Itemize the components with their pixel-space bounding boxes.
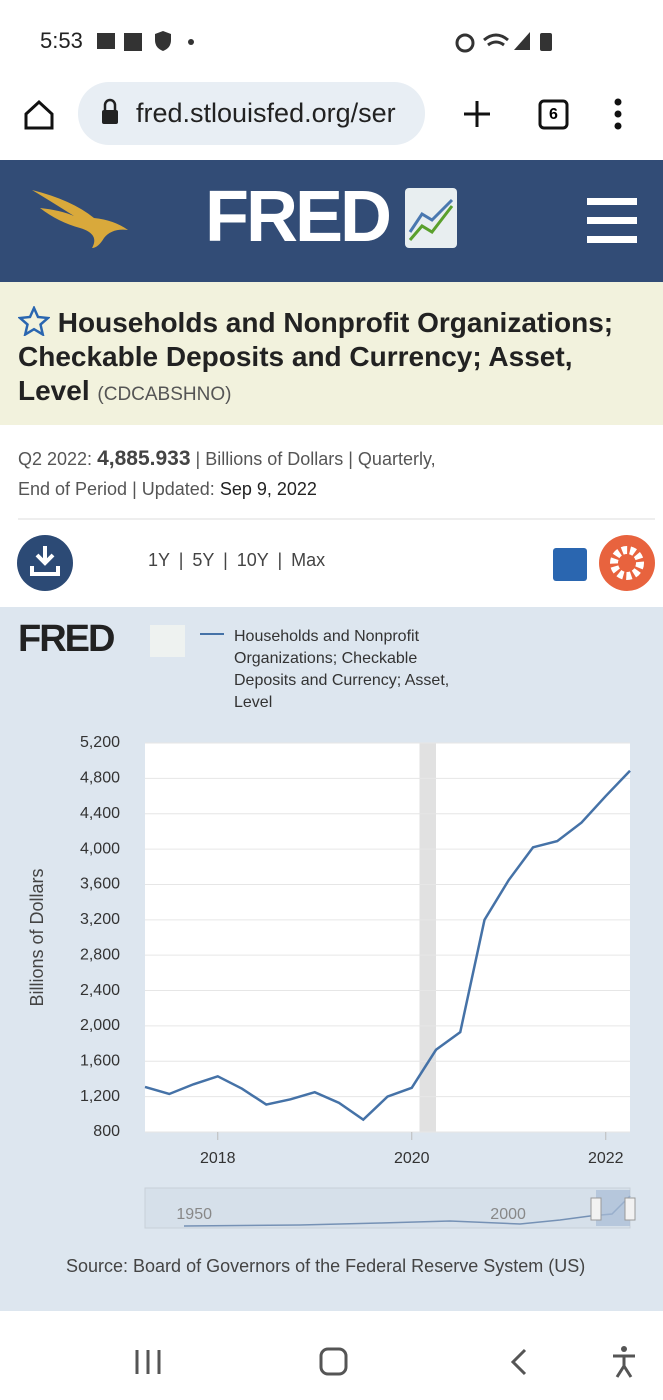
y-axis-label: Billions of Dollars xyxy=(27,868,47,1006)
source-note: Source: Board of Governors of the Federa… xyxy=(66,1256,585,1276)
favorite-star[interactable] xyxy=(16,304,52,338)
range-button[interactable]: 10Y xyxy=(236,550,269,570)
series-code: (CDCABSHNO) xyxy=(97,384,232,405)
status-icon xyxy=(97,33,115,49)
series-title: Households and Nonprofit Organizations; … xyxy=(18,307,614,406)
menu-button[interactable] xyxy=(614,98,622,130)
meta-updated: Sep 9, 2022 xyxy=(219,479,317,499)
range-buttons: 1Y | 5Y | 10Y | Max xyxy=(148,550,326,570)
y-tick-label: 4,400 xyxy=(80,805,120,822)
range-button[interactable]: 5Y xyxy=(192,550,215,570)
site-header xyxy=(0,160,663,282)
calendar-button[interactable] xyxy=(553,548,587,581)
meta-period: Q2 2022: xyxy=(18,449,93,469)
title-panel xyxy=(0,282,663,425)
navigator-selection[interactable] xyxy=(596,1190,630,1226)
battery-icon xyxy=(540,33,552,51)
tabs-button[interactable] xyxy=(538,99,569,130)
url-text: fred.stlouisfed.org/ser xyxy=(136,98,396,128)
lock-icon xyxy=(102,110,118,124)
status-icon xyxy=(155,31,171,51)
recent-apps-button[interactable] xyxy=(135,1350,161,1374)
legend: Households and Nonprofit Organizations; … xyxy=(200,626,449,711)
x-tick-label: 2020 xyxy=(394,1150,430,1167)
nav-bar xyxy=(0,1320,663,1400)
wifi-icon xyxy=(483,33,509,47)
accessibility-button[interactable] xyxy=(613,1354,635,1378)
logo-chart-line xyxy=(408,205,454,241)
x-tick-label: 2018 xyxy=(200,1150,236,1167)
new-tab-button[interactable] xyxy=(464,101,490,127)
y-tick-label: 3,200 xyxy=(80,911,120,928)
y-tick-label: 5,200 xyxy=(80,734,120,751)
accessibility-icon xyxy=(621,1346,627,1352)
series-title-block: Households and Nonprofit Organizations; … xyxy=(16,304,648,412)
navigator-tick-label: 2000 xyxy=(490,1206,526,1223)
y-tick-label: 1,200 xyxy=(80,1088,120,1105)
x-tick-label: 2022 xyxy=(588,1150,624,1167)
download-icon xyxy=(30,546,60,576)
home-button[interactable] xyxy=(24,99,54,130)
back-button[interactable] xyxy=(510,1348,527,1376)
y-tick-label: 800 xyxy=(93,1123,120,1140)
series-meta: Q2 2022: 4,885.933 | Billions of Dollars… xyxy=(18,444,436,504)
status-dot xyxy=(188,39,194,45)
meta-units: | Billions of Dollars | Quarterly, xyxy=(195,449,436,469)
plot-area xyxy=(145,743,630,1132)
y-tick-label: 2,000 xyxy=(80,1017,120,1034)
legend-swatch xyxy=(200,633,224,635)
data-line xyxy=(144,769,631,1122)
y-tick-label: 4,000 xyxy=(80,840,120,857)
navigator-handle[interactable] xyxy=(590,1197,602,1221)
status-icon xyxy=(124,33,142,51)
clock: 5:53 xyxy=(40,28,83,53)
fred-logo: FRED xyxy=(205,177,389,257)
logo-chart-line xyxy=(408,198,454,233)
range-button[interactable]: Max xyxy=(291,550,326,570)
y-tick-label: 2,800 xyxy=(80,946,120,963)
settings-button[interactable] xyxy=(599,535,655,591)
chart-logo-icon xyxy=(150,625,185,657)
legend-label: Households and Nonprofit Organizations; … xyxy=(234,628,450,711)
y-tick-label: 1,600 xyxy=(80,1052,120,1069)
signal-icon xyxy=(514,32,530,50)
plot: 800 1,200 1,600 2,000 2,400 2,800 3,200 3,600 4,… xyxy=(27,734,631,1276)
meta-latest: 4,885.933 xyxy=(97,447,191,470)
y-tick-label: 3,600 xyxy=(80,876,120,893)
recession-shading xyxy=(419,743,436,1132)
range-button[interactable]: 1Y xyxy=(148,550,170,570)
eagle-logo xyxy=(32,190,128,248)
chart-logo: FRED xyxy=(18,618,114,660)
alarm-icon xyxy=(455,33,475,53)
navigator-handle[interactable] xyxy=(624,1197,636,1221)
lock-icon xyxy=(103,98,117,110)
url-bar[interactable] xyxy=(78,82,425,145)
navigator[interactable] xyxy=(144,1187,631,1229)
hamburger-menu[interactable] xyxy=(587,198,637,243)
y-tick-label: 4,800 xyxy=(80,770,120,787)
meta-line2: End of Period | Updated: xyxy=(18,479,215,499)
tab-count: 6 xyxy=(549,106,558,123)
home-nav-button[interactable] xyxy=(319,1347,348,1376)
y-tick-label: 2,400 xyxy=(80,982,120,999)
gear-icon xyxy=(610,546,644,580)
navigator-tick-label: 1950 xyxy=(176,1206,212,1223)
